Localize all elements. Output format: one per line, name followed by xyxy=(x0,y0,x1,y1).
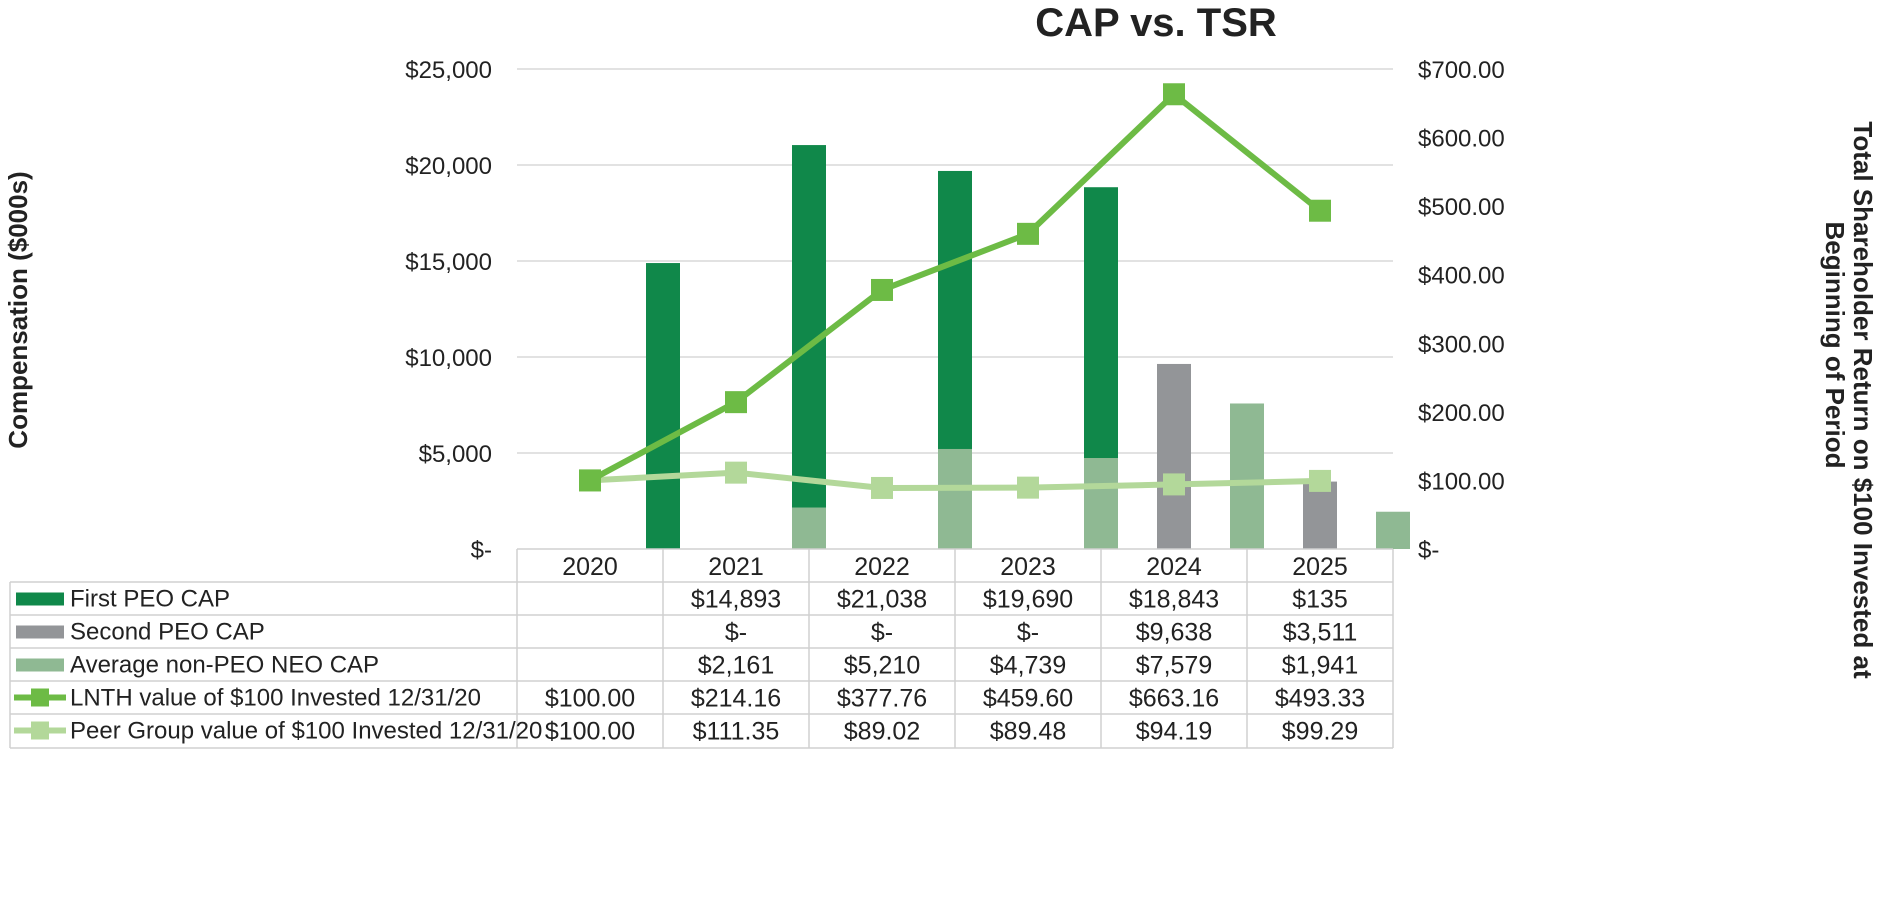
chart-title: CAP vs. TSR xyxy=(1035,1,1277,45)
line-series-1 xyxy=(588,91,1322,484)
legend-label-3: Average non-PEO NEO CAP xyxy=(70,652,379,679)
bar-3-2025 xyxy=(1376,511,1410,549)
line-marks xyxy=(579,83,1331,499)
line-marker-1-2020 xyxy=(579,469,601,492)
y2-axis-title-line2: Beginning of Period xyxy=(1820,222,1850,469)
data-label: $7,579 xyxy=(1136,652,1212,680)
data-label: $1,941 xyxy=(1282,652,1358,680)
legend-swatch-3 xyxy=(16,658,64,672)
data-label: $21,038 xyxy=(837,586,927,614)
line-marker-2-2024 xyxy=(1163,473,1185,496)
data-label: $135 xyxy=(1292,586,1348,614)
y2-tick-label: $- xyxy=(1418,537,1439,564)
bar-2-2024 xyxy=(1157,363,1191,549)
data-label: $111.35 xyxy=(693,718,780,746)
legend-label-5: Peer Group value of $100 Invested 12/31/… xyxy=(70,718,542,745)
bar-3-2024 xyxy=(1230,403,1264,549)
legend-label-1: First PEO CAP xyxy=(70,586,230,613)
legend-marker-5 xyxy=(31,721,49,740)
y2-tick-label: $400.00 xyxy=(1418,263,1505,290)
data-label: $14,893 xyxy=(691,586,781,614)
data-label: $493.33 xyxy=(1275,685,1365,713)
data-label: $94.19 xyxy=(1136,718,1212,746)
data-label: $459.60 xyxy=(983,685,1073,713)
y-tick-label: $10,000 xyxy=(405,345,492,372)
line-marker-2-2021 xyxy=(725,461,747,484)
y2-tick-label: $600.00 xyxy=(1418,126,1505,153)
y-axis-title: Compensation ($000s) xyxy=(3,171,33,448)
y-axis-ticks: $- $5,000 $10,000 $15,000 $20,000 $25,000 xyxy=(405,57,492,564)
data-label: $18,843 xyxy=(1129,586,1219,614)
legend-marker-4 xyxy=(31,688,49,707)
y2-axis-ticks: $- $100.00 $200.00 $300.00 $400.00 $500.00 $60… xyxy=(1418,57,1505,564)
bar-3-2023 xyxy=(1084,458,1118,549)
line-marker-1-2021 xyxy=(725,391,747,414)
y2-tick-label: $100.00 xyxy=(1418,468,1505,495)
legend-swatch-1 xyxy=(16,592,64,606)
line-marker-1-2024 xyxy=(1163,83,1185,106)
x-tick-label: 2024 xyxy=(1146,553,1202,581)
data-label: $214.16 xyxy=(691,685,781,713)
y-tick-label: $- xyxy=(471,537,492,564)
y-tick-label: $5,000 xyxy=(419,441,492,468)
data-label: $663.16 xyxy=(1129,685,1219,713)
x-tick-label: 2023 xyxy=(1000,553,1056,581)
data-table: 2020 2021 2022 2023 2024 2025 First PEO CAP $14… xyxy=(9,548,1394,749)
line-marker-1-2025 xyxy=(1309,199,1331,222)
data-label: $- xyxy=(871,619,893,647)
y-tick-label: $15,000 xyxy=(405,249,492,276)
data-label: $9,638 xyxy=(1136,619,1212,647)
y2-axis-title-line1: Total Shareholder Return on $100 Investe… xyxy=(1848,121,1878,679)
data-label: $377.76 xyxy=(837,685,927,713)
x-tick-label: 2025 xyxy=(1292,553,1348,581)
bar-2-2025 xyxy=(1303,481,1337,549)
data-label: $89.02 xyxy=(844,718,920,746)
legend-label-2: Second PEO CAP xyxy=(70,619,265,646)
legend-swatch-2 xyxy=(16,625,64,639)
x-tick-label: 2020 xyxy=(562,553,618,581)
data-label: $89.48 xyxy=(990,718,1066,746)
bar-3-2022 xyxy=(938,448,972,549)
data-label: $5,210 xyxy=(844,652,920,680)
data-label: $100.00 xyxy=(545,718,635,746)
y2-tick-label: $500.00 xyxy=(1418,194,1505,221)
data-label: $4,739 xyxy=(990,652,1066,680)
data-label: $100.00 xyxy=(545,685,635,713)
y2-tick-label: $700.00 xyxy=(1418,57,1505,84)
line-marker-2-2025 xyxy=(1309,469,1331,492)
data-label: $99.29 xyxy=(1282,718,1358,746)
data-label: $- xyxy=(725,619,747,647)
data-label: $19,690 xyxy=(983,586,1073,614)
data-label: $3,511 xyxy=(1283,619,1358,647)
bar-1-2021 xyxy=(646,263,680,549)
line-marker-1-2023 xyxy=(1017,222,1039,245)
line-marker-1-2022 xyxy=(871,278,893,301)
bar-3-2021 xyxy=(792,507,826,549)
x-tick-label: 2021 xyxy=(708,553,764,581)
legend-label-4: LNTH value of $100 Invested 12/31/20 xyxy=(70,685,481,712)
y2-tick-label: $200.00 xyxy=(1418,400,1505,427)
line-series-2 xyxy=(589,469,1321,491)
x-tick-label: 2022 xyxy=(854,553,910,581)
y2-tick-label: $300.00 xyxy=(1418,331,1505,358)
data-label: $- xyxy=(1017,619,1039,647)
y-tick-label: $20,000 xyxy=(405,153,492,180)
line-marker-2-2022 xyxy=(871,476,893,499)
y-tick-label: $25,000 xyxy=(405,57,492,84)
line-marker-2-2023 xyxy=(1017,476,1039,499)
data-label: $2,161 xyxy=(698,652,774,680)
